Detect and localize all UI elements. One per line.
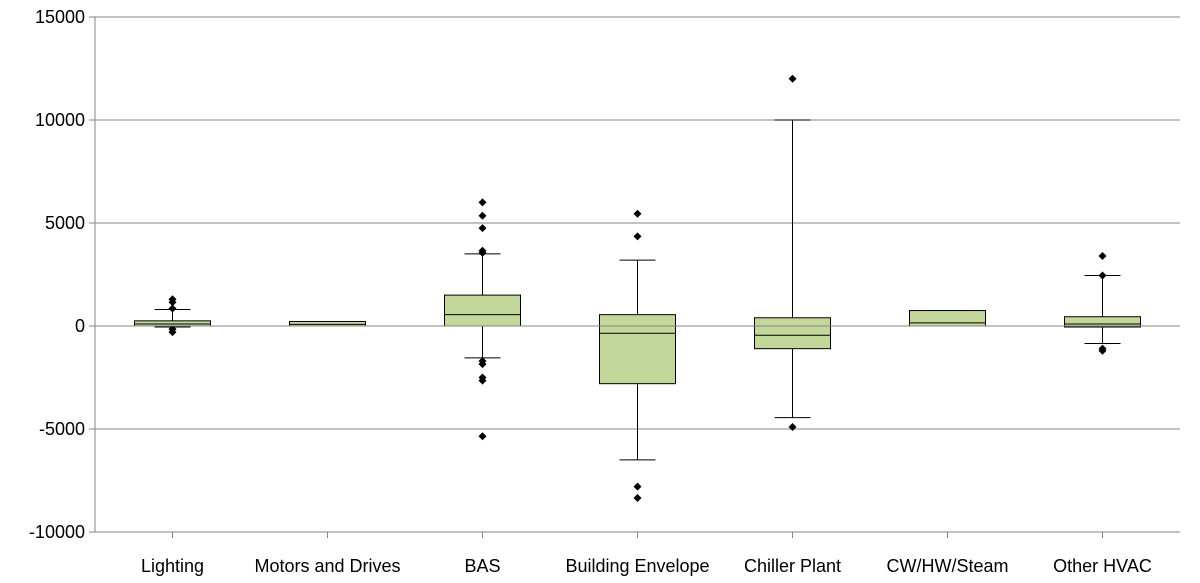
outlier-point — [633, 482, 642, 491]
outlier-point — [1098, 346, 1107, 355]
x-category-label: Other HVAC — [1053, 556, 1152, 576]
outlier-point — [478, 432, 487, 441]
outlier-point — [478, 376, 487, 385]
outlier-point — [788, 422, 797, 431]
outlier-point — [633, 494, 642, 503]
labels: -10000 -5000 0 5000 10000 15000 Lighting Motors… — [29, 7, 1152, 576]
x-category-label: Chiller Plant — [744, 556, 841, 576]
outlier-point — [1098, 271, 1107, 280]
y-tick-label: 10000 — [35, 110, 85, 130]
iqr-box — [1064, 316, 1141, 328]
outlier-point — [478, 248, 487, 257]
iqr-box — [444, 294, 521, 327]
box-motors-and-drives — [289, 320, 366, 327]
box-building-envelope — [599, 209, 676, 503]
outlier-point — [478, 360, 487, 369]
boxes — [95, 74, 1180, 503]
x-category-label: BAS — [464, 556, 500, 576]
x-category-label: Building Envelope — [565, 556, 709, 576]
x-category-label: Motors and Drives — [254, 556, 400, 576]
box-cw-hw-steam — [909, 310, 986, 327]
outlier-point — [788, 74, 797, 83]
y-tick-label: -5000 — [39, 419, 85, 439]
iqr-box — [909, 310, 986, 327]
box-chiller-plant — [754, 74, 831, 431]
y-tick-label: 0 — [75, 316, 85, 336]
outlier-point — [633, 209, 642, 218]
x-category-label: Lighting — [141, 556, 204, 576]
outlier-point — [168, 304, 177, 313]
x-category-label: CW/HW/Steam — [886, 556, 1008, 576]
y-tick-label: -10000 — [29, 522, 85, 542]
axes — [89, 16, 1180, 538]
outlier-point — [1098, 251, 1107, 260]
iqr-box — [599, 314, 676, 385]
iqr-box — [754, 317, 831, 350]
outlier-point — [168, 298, 177, 307]
outlier-point — [478, 211, 487, 220]
iqr-box — [289, 320, 366, 327]
y-tick-label: 15000 — [35, 7, 85, 27]
outlier-point — [478, 198, 487, 207]
box-lighting — [134, 295, 211, 337]
outlier-point — [478, 224, 487, 233]
outlier-point — [168, 328, 177, 337]
outlier-point — [633, 232, 642, 241]
box-bas — [444, 198, 521, 441]
box-other-hvac — [1064, 251, 1141, 355]
y-tick-label: 5000 — [45, 213, 85, 233]
